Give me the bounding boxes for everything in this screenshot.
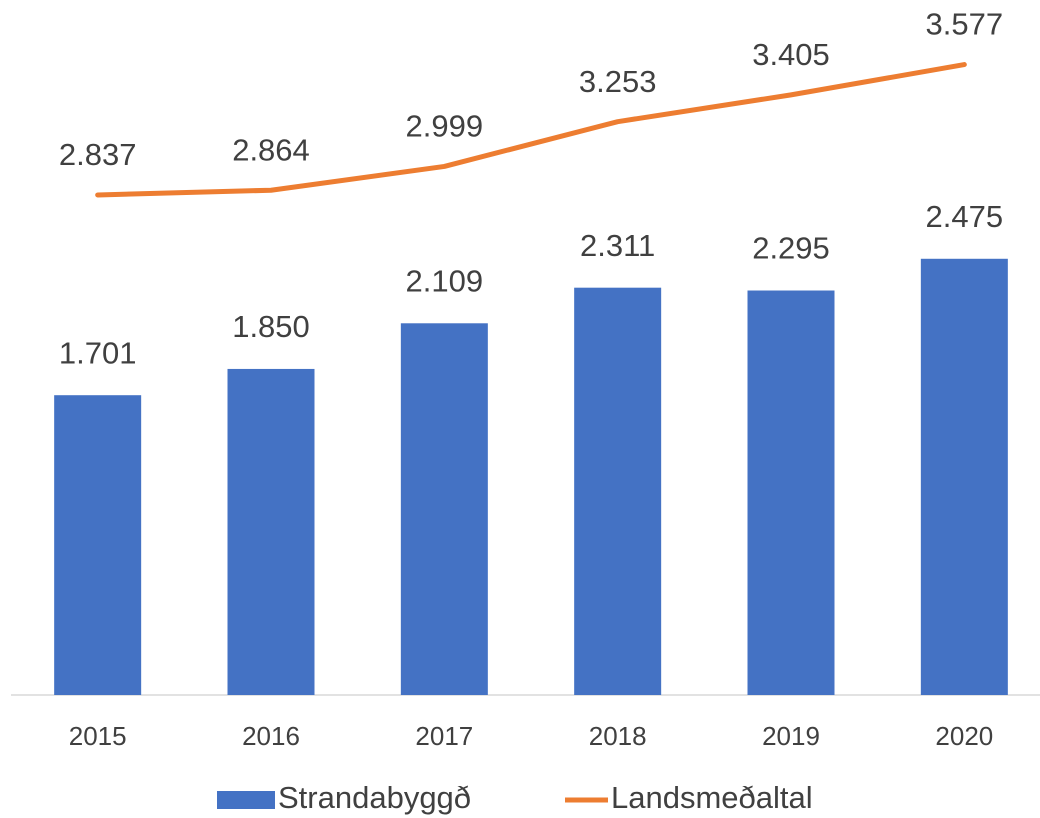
data-label: 2.475 bbox=[926, 199, 1004, 234]
bar bbox=[400, 323, 488, 695]
legend-swatch bbox=[217, 791, 275, 809]
data-label: 2.295 bbox=[752, 231, 830, 266]
x-tick-label: 2018 bbox=[589, 721, 647, 751]
bar bbox=[227, 368, 315, 695]
data-label: 3.405 bbox=[752, 37, 830, 72]
line-series bbox=[95, 62, 967, 198]
x-tick-label: 2015 bbox=[69, 721, 127, 751]
data-label: 2.999 bbox=[406, 109, 484, 144]
bar bbox=[54, 395, 142, 695]
x-tick-label: 2016 bbox=[242, 721, 300, 751]
data-label: 2.311 bbox=[580, 228, 655, 263]
data-label: 2.109 bbox=[406, 263, 484, 298]
data-label: 3.253 bbox=[579, 64, 657, 99]
x-tick-label: 2020 bbox=[935, 721, 993, 751]
data-label: 1.850 bbox=[232, 309, 310, 344]
legend-label: Landsmeðaltal bbox=[611, 780, 813, 815]
bar bbox=[747, 290, 835, 695]
bar bbox=[574, 287, 662, 695]
data-label: 2.864 bbox=[232, 132, 310, 167]
bar bbox=[920, 258, 1008, 695]
legend-label: Strandabyggð bbox=[278, 780, 471, 815]
data-label: 1.701 bbox=[59, 335, 137, 370]
x-tick-label: 2019 bbox=[762, 721, 820, 751]
data-label: 2.837 bbox=[59, 137, 137, 172]
x-tick-label: 2017 bbox=[415, 721, 473, 751]
data-label: 3.577 bbox=[926, 7, 1004, 42]
